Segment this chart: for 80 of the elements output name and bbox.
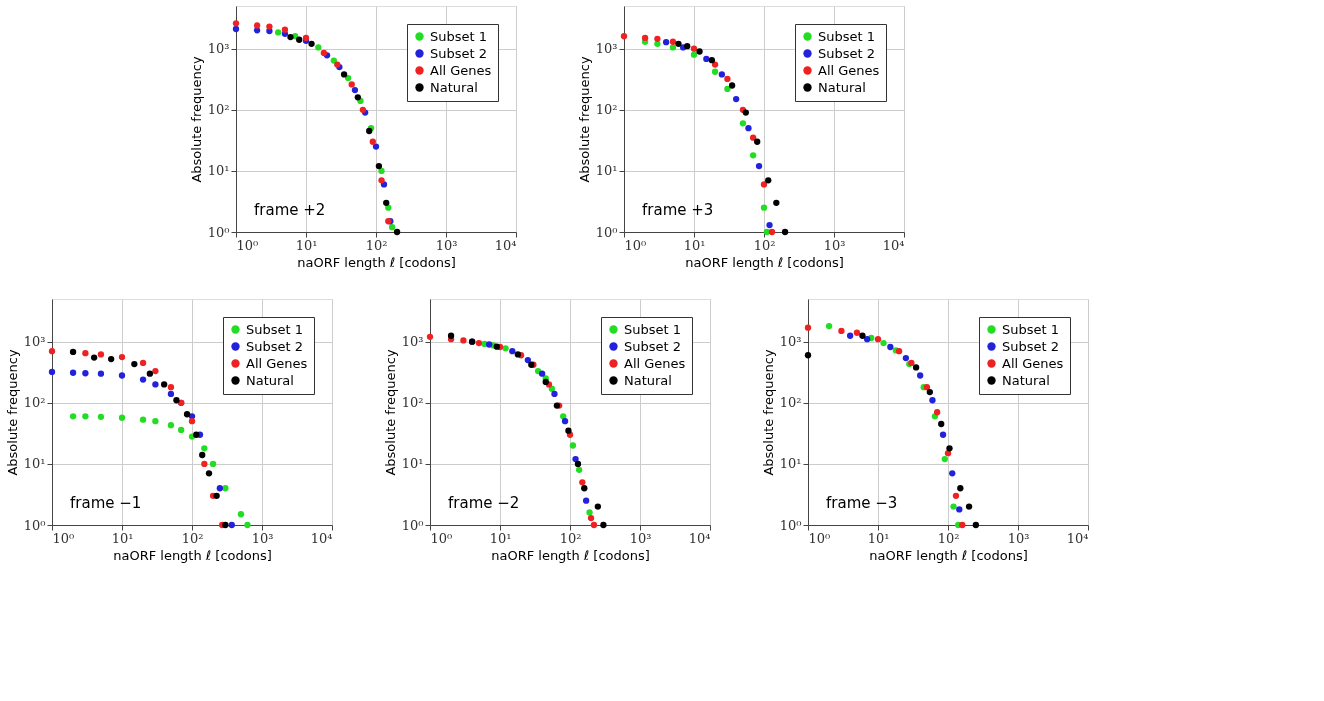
x-tick-label: 10⁰ bbox=[624, 237, 647, 253]
x-tick-label: 10² bbox=[365, 237, 388, 253]
x-tick-label: 10¹ bbox=[295, 237, 318, 253]
legend-label: Subset 2 bbox=[818, 45, 876, 61]
legend-label: Natural bbox=[818, 79, 866, 95]
x-axis-title: naORF length ℓ [codons] bbox=[685, 254, 844, 270]
x-tick-label: 10² bbox=[181, 530, 204, 546]
y-tick-label: 10⁰ bbox=[401, 517, 424, 533]
x-axis-title: naORF length ℓ [codons] bbox=[113, 547, 272, 563]
legend-label: Natural bbox=[430, 79, 478, 95]
x-tick-label: 10⁴ bbox=[494, 237, 517, 253]
legend-label: Subset 1 bbox=[818, 28, 876, 44]
y-tick-label: 10² bbox=[779, 395, 802, 411]
x-tick-label: 10² bbox=[937, 530, 960, 546]
x-tick-label: 10⁰ bbox=[808, 530, 831, 546]
annotation: frame −1 bbox=[70, 494, 142, 512]
x-axis-title: naORF length ℓ [codons] bbox=[297, 254, 456, 270]
legend-label: Natural bbox=[246, 372, 294, 388]
legend-label: Subset 2 bbox=[430, 45, 488, 61]
y-tick-label: 10² bbox=[23, 395, 46, 411]
annotation: frame +3 bbox=[642, 201, 714, 219]
x-tick-label: 10⁴ bbox=[310, 530, 333, 546]
y-tick-label: 10¹ bbox=[23, 456, 46, 472]
x-tick-label: 10¹ bbox=[489, 530, 512, 546]
x-tick-label: 10⁰ bbox=[236, 237, 259, 253]
x-tick-label: 10⁴ bbox=[1066, 530, 1089, 546]
x-tick-label: 10² bbox=[753, 237, 776, 253]
x-axis-title: naORF length ℓ [codons] bbox=[869, 547, 1028, 563]
y-tick-label: 10² bbox=[207, 102, 230, 118]
legend-label: Subset 1 bbox=[430, 28, 488, 44]
y-tick-label: 10⁰ bbox=[23, 517, 46, 533]
y-axis-title: Absolute frequency bbox=[4, 349, 20, 476]
x-axis-title: naORF length ℓ [codons] bbox=[491, 547, 650, 563]
legend-label: Subset 2 bbox=[246, 338, 304, 354]
x-tick-label: 10³ bbox=[251, 530, 274, 546]
annotation: frame −2 bbox=[448, 494, 520, 512]
y-tick-label: 10³ bbox=[595, 41, 618, 57]
x-tick-label: 10³ bbox=[629, 530, 652, 546]
legend-label: All Genes bbox=[624, 355, 686, 371]
y-tick-label: 10⁰ bbox=[595, 224, 618, 240]
y-axis-title: Absolute frequency bbox=[576, 56, 592, 183]
legend-label: Subset 1 bbox=[1002, 321, 1060, 337]
y-tick-label: 10¹ bbox=[207, 163, 230, 179]
y-tick-label: 10¹ bbox=[779, 456, 802, 472]
y-axis-title: Absolute frequency bbox=[760, 349, 776, 476]
y-tick-label: 10³ bbox=[401, 334, 424, 350]
legend-label: Subset 1 bbox=[624, 321, 682, 337]
x-tick-label: 10¹ bbox=[111, 530, 134, 546]
y-tick-label: 10⁰ bbox=[207, 224, 230, 240]
legend-label: Subset 2 bbox=[1002, 338, 1060, 354]
legend-label: All Genes bbox=[818, 62, 880, 78]
x-tick-label: 10³ bbox=[435, 237, 458, 253]
legend-label: Natural bbox=[1002, 372, 1050, 388]
legend-label: All Genes bbox=[1002, 355, 1064, 371]
y-tick-label: 10³ bbox=[23, 334, 46, 350]
y-tick-label: 10³ bbox=[779, 334, 802, 350]
legend-label: Subset 1 bbox=[246, 321, 304, 337]
legend-label: All Genes bbox=[246, 355, 308, 371]
y-axis-title: Absolute frequency bbox=[382, 349, 398, 476]
legend-label: All Genes bbox=[430, 62, 492, 78]
x-tick-label: 10⁰ bbox=[430, 530, 453, 546]
x-tick-label: 10⁴ bbox=[882, 237, 905, 253]
y-tick-label: 10⁰ bbox=[779, 517, 802, 533]
x-tick-label: 10¹ bbox=[683, 237, 706, 253]
x-tick-label: 10³ bbox=[823, 237, 846, 253]
y-tick-label: 10¹ bbox=[595, 163, 618, 179]
legend-label: Natural bbox=[624, 372, 672, 388]
y-tick-label: 10³ bbox=[207, 41, 230, 57]
y-tick-label: 10² bbox=[595, 102, 618, 118]
x-tick-label: 10² bbox=[559, 530, 582, 546]
annotation: frame −3 bbox=[826, 494, 898, 512]
y-tick-label: 10¹ bbox=[401, 456, 424, 472]
legend-label: Subset 2 bbox=[624, 338, 682, 354]
annotation: frame +2 bbox=[254, 201, 326, 219]
x-tick-label: 10⁰ bbox=[52, 530, 75, 546]
x-tick-label: 10³ bbox=[1007, 530, 1030, 546]
x-tick-label: 10⁴ bbox=[688, 530, 711, 546]
y-tick-label: 10² bbox=[401, 395, 424, 411]
y-axis-title: Absolute frequency bbox=[188, 56, 204, 183]
x-tick-label: 10¹ bbox=[867, 530, 890, 546]
